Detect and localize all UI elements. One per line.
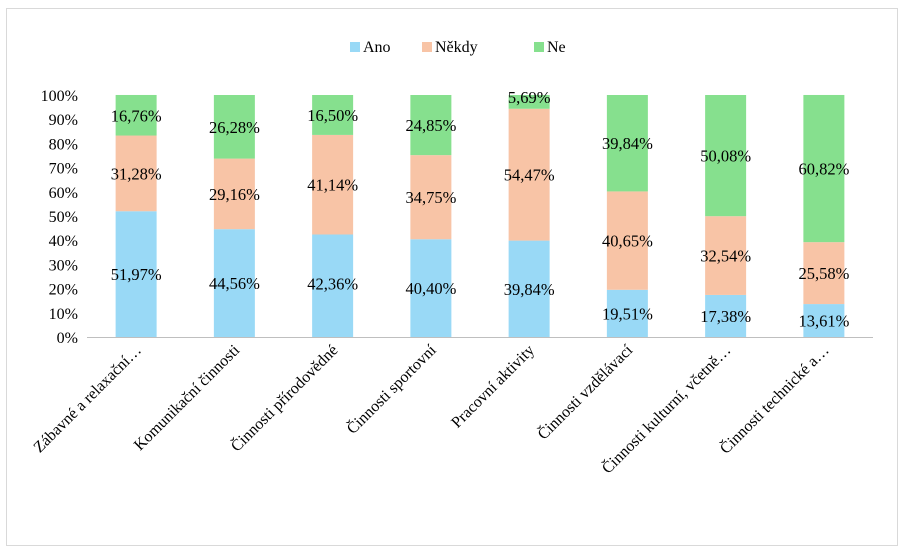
chart-frame: Ano Někdy Ne 0% 10% 20% 30% 40% 50% 60% 70% 80% 90%… [6,8,898,546]
y-tick-label: 80% [49,136,78,153]
bar-segment-ne [410,95,452,156]
bar-segment-ne [115,94,157,136]
bar-segment-ano [705,294,747,337]
y-tick-label: 90% [49,112,78,129]
data-label: 41,14% [307,176,358,195]
chart-legend: Ano Někdy Ne [350,39,566,56]
data-label: 25,58% [798,264,849,283]
x-category-label: Komunikační činnosti [131,341,244,454]
data-label: 24,85% [405,116,456,135]
data-label: 40,40% [405,279,456,298]
x-category-label: Činnosti přírodovědné [227,340,342,455]
y-tick-label: 70% [49,161,78,178]
bar-segment-někdy [115,135,157,212]
legend-label-0: Ano [363,39,391,56]
bar-segment-ne [606,95,648,192]
bar-segment-ano [606,289,648,337]
y-tick-label: 30% [49,257,78,274]
bar-segment-ne [803,94,845,243]
bar-segment-někdy [508,108,550,241]
x-category-label: Činnosti technické a… [716,340,833,457]
data-label: 34,75% [405,188,456,207]
bar-segment-někdy [803,242,845,305]
bars-layer: 51,97% 31,28% 16,76% 44,56% 29,16% 26,28% 42,3… [111,88,850,337]
data-label: 5,69% [508,88,551,107]
stacked-bar-chart: Ano Někdy Ne 0% 10% 20% 30% 40% 50% 60% 70% 80% 90%… [31,39,873,477]
y-tick-label: 60% [49,185,78,202]
y-tick-label: 50% [49,209,78,226]
x-axis: Zábavné a relaxační…Komunikační činnosti… [31,337,873,477]
legend-swatch-2 [534,42,544,52]
data-label: 51,97% [111,265,162,284]
bar-segment-ano [410,239,452,337]
y-tick-label: 10% [49,306,78,323]
data-label: 16,50% [307,106,358,125]
bar-segment-ano [803,304,845,337]
data-label: 42,36% [307,275,358,294]
data-label: 31,28% [111,164,162,183]
y-tick-label: 100% [41,88,78,105]
bar-segment-ne [705,95,747,217]
data-label: 40,65% [602,232,653,251]
data-label: 39,84% [504,280,555,299]
bar-segment-někdy [705,216,747,295]
data-label: 16,76% [111,106,162,125]
x-category-label: Pracovní aktivity [448,342,538,432]
data-label: 60,82% [798,160,849,179]
bar-segment-ano [312,234,354,337]
bar-segment-někdy [312,134,354,235]
x-category-label: Činnosti vzdělávací [533,340,636,443]
bar-segment-někdy [410,155,452,240]
bar-segment-někdy [213,158,255,230]
bar-segment-ne [508,95,550,109]
data-label: 17,38% [700,307,751,326]
data-label: 19,51% [602,304,653,323]
bar-segment-ano [115,211,157,337]
data-label: 39,84% [602,134,653,153]
legend-label-2: Ne [547,39,566,56]
y-tick-label: 0% [57,330,78,347]
data-label: 44,56% [209,274,260,293]
bar-segment-ano [508,240,550,337]
legend-swatch-1 [422,42,432,52]
y-tick-label: 20% [49,282,78,299]
data-label: 29,16% [209,185,260,204]
bar-segment-ano [213,229,255,337]
legend-swatch-0 [350,42,360,52]
bar-segment-někdy [606,191,648,290]
y-axis: 0% 10% 20% 30% 40% 50% 60% 70% 80% 90% 100% [41,88,78,347]
legend-label-1: Někdy [435,39,478,56]
data-label: 32,54% [700,247,751,266]
bar-segment-ne [213,95,255,159]
x-category-label: Činnosti sportovní [342,340,440,438]
bar-segment-ne [312,95,354,135]
x-category-label: Zábavné a relaxační… [31,342,145,456]
data-label: 13,61% [798,312,849,331]
y-tick-label: 40% [49,233,78,250]
data-label: 26,28% [209,118,260,137]
data-label: 54,47% [504,166,555,185]
data-label: 50,08% [700,147,751,166]
